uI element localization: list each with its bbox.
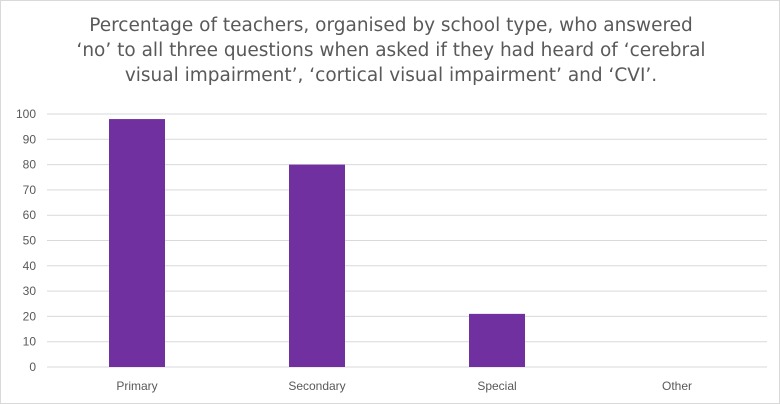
x-tick-label: Primary [116, 379, 157, 393]
x-axis: Primary Secondary Special Other [116, 379, 692, 393]
chart-title: Percentage of teachers, organised by sch… [41, 13, 741, 88]
y-tick-label: 60 [23, 208, 37, 222]
bar-secondary [289, 164, 345, 367]
x-tick-label: Other [662, 379, 692, 393]
y-tick-label: 40 [23, 259, 37, 273]
y-tick-label: 50 [23, 234, 37, 248]
x-tick-label: Special [477, 379, 516, 393]
y-tick-label: 20 [23, 309, 37, 323]
y-tick-label: 30 [23, 284, 37, 298]
y-tick-label: 80 [23, 158, 37, 172]
y-tick-label: 0 [29, 360, 36, 374]
y-tick-label: 100 [16, 107, 36, 121]
y-tick-label: 70 [23, 183, 37, 197]
y-tick-label: 10 [23, 335, 37, 349]
y-axis: 0 10 20 30 40 50 60 70 80 90 100 [16, 107, 36, 374]
chart-title-line-2: ‘no’ to all three questions when asked i… [76, 40, 706, 61]
gridlines [47, 113, 767, 368]
y-tick-label: 90 [23, 132, 37, 146]
chart-title-line-1: Percentage of teachers, organised by sch… [89, 15, 693, 36]
bars [109, 119, 525, 367]
x-tick-label: Secondary [288, 379, 345, 393]
bar-special [469, 313, 525, 367]
chart-title-line-3: visual impairment’, ‘cortical visual imp… [124, 65, 658, 86]
bar-primary [109, 119, 165, 367]
